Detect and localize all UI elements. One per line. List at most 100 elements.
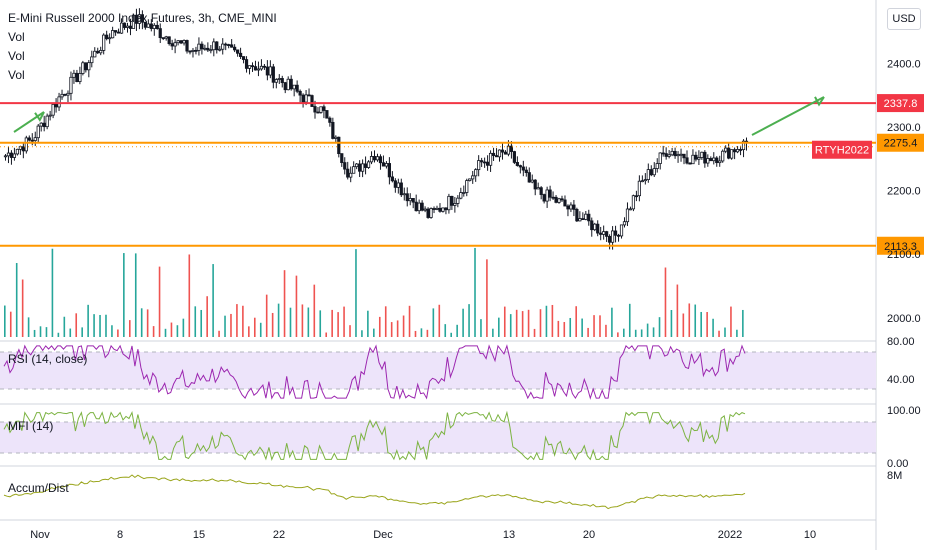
candle-body bbox=[200, 43, 204, 50]
candle-body bbox=[673, 150, 677, 157]
volume-bar bbox=[9, 311, 12, 337]
candle-body bbox=[45, 115, 49, 128]
volume-bar bbox=[682, 313, 685, 337]
volume-bar bbox=[331, 309, 333, 337]
price-tick-label: 2200.0 bbox=[887, 186, 921, 198]
candle-body bbox=[697, 157, 701, 160]
volume-indicator-3[interactable]: Vol bbox=[8, 68, 25, 82]
candle-body bbox=[563, 199, 567, 207]
volume-bar bbox=[676, 284, 679, 337]
volume-bar bbox=[486, 259, 488, 337]
symbol-tag bbox=[812, 140, 872, 159]
volume-bar bbox=[307, 307, 310, 337]
trend-arrow-left[interactable] bbox=[13, 111, 45, 133]
volume-bar bbox=[15, 263, 18, 337]
symbol-title[interactable]: E-Mini Russell 2000 Index Futures, 3h, C… bbox=[8, 11, 277, 25]
volume-indicator-2[interactable]: Vol bbox=[8, 49, 25, 63]
candle-body bbox=[322, 106, 326, 111]
candle-body bbox=[670, 150, 674, 156]
candle-body bbox=[140, 14, 144, 23]
candle-body bbox=[256, 68, 261, 71]
volume-bar bbox=[563, 322, 566, 337]
time-tick-label: Dec bbox=[373, 529, 393, 541]
candle-body bbox=[218, 48, 222, 51]
volume-bar bbox=[259, 322, 262, 337]
level-price-tag bbox=[877, 236, 924, 255]
candle-body bbox=[161, 37, 165, 40]
candle-body bbox=[664, 153, 668, 157]
volume-bar bbox=[164, 328, 167, 337]
candle-body bbox=[313, 106, 317, 113]
volume-bar bbox=[81, 327, 83, 337]
candle-body bbox=[384, 163, 389, 167]
trend-arrow-right[interactable] bbox=[751, 96, 825, 136]
candle-body bbox=[122, 22, 127, 28]
candle-body bbox=[111, 30, 115, 39]
volume-bar bbox=[367, 310, 369, 337]
time-tick-label: 8 bbox=[117, 529, 123, 541]
candle-body bbox=[319, 106, 323, 113]
candle-body bbox=[24, 137, 28, 152]
candle-body bbox=[417, 202, 421, 212]
candle-body bbox=[361, 163, 365, 172]
candle-body bbox=[337, 136, 341, 155]
volume-bar bbox=[623, 328, 625, 337]
volume-bar bbox=[509, 314, 512, 337]
candle-body bbox=[253, 66, 258, 71]
candle-body bbox=[57, 96, 61, 108]
candle-body bbox=[215, 41, 219, 51]
candle-body bbox=[27, 137, 31, 141]
candle-body bbox=[334, 136, 338, 139]
candle-body bbox=[93, 50, 97, 58]
candle-body bbox=[727, 147, 731, 159]
candle-body bbox=[191, 49, 195, 52]
volume-bar bbox=[539, 309, 542, 337]
candle-body bbox=[459, 192, 463, 199]
candle-body bbox=[194, 49, 198, 52]
candle-body bbox=[99, 50, 103, 54]
volume-bar bbox=[140, 308, 143, 337]
volume-bar bbox=[498, 317, 500, 337]
candle-body bbox=[566, 205, 570, 210]
candle-body bbox=[54, 103, 58, 108]
candle-body bbox=[649, 169, 653, 176]
time-tick-label: 2022 bbox=[718, 529, 742, 541]
volume-bar bbox=[218, 330, 220, 337]
candle-body bbox=[78, 73, 82, 83]
accum-dist-pane-label[interactable]: Accum/Dist bbox=[8, 481, 69, 495]
candle-body bbox=[733, 149, 737, 153]
volume-bar bbox=[176, 325, 179, 337]
candle-body bbox=[530, 179, 534, 183]
volume-bar bbox=[432, 308, 435, 337]
volume-indicator-1[interactable]: Vol bbox=[8, 30, 25, 44]
volume-bar bbox=[396, 320, 399, 337]
candle-body bbox=[491, 152, 496, 156]
mfi-pane-label[interactable]: MFI (14) bbox=[8, 419, 54, 433]
candle-body bbox=[179, 40, 183, 44]
candle-body bbox=[539, 187, 543, 195]
candle-body bbox=[613, 230, 618, 236]
mfi-tick-label: 0.00 bbox=[887, 458, 908, 470]
candle-body bbox=[304, 94, 308, 103]
candle-body bbox=[432, 208, 436, 210]
volume-bar bbox=[230, 313, 232, 337]
volume-bar bbox=[128, 320, 131, 337]
volume-bar bbox=[587, 327, 589, 337]
currency-selector[interactable]: USD bbox=[887, 8, 921, 30]
rsi-tick-label: 40.00 bbox=[887, 374, 915, 386]
candle-body bbox=[667, 154, 671, 157]
rsi-pane-label[interactable]: RSI (14, close) bbox=[8, 352, 88, 366]
volume-bar bbox=[373, 328, 375, 337]
candle-body bbox=[21, 146, 25, 152]
volume-bar bbox=[182, 318, 185, 337]
candle-body bbox=[518, 165, 522, 168]
candle-body bbox=[277, 78, 281, 80]
candle-body bbox=[423, 208, 427, 211]
volume-bar bbox=[319, 310, 322, 337]
candle-body bbox=[429, 208, 433, 218]
candle-body bbox=[691, 154, 695, 165]
candle-body bbox=[637, 180, 641, 197]
volume-bar bbox=[194, 306, 197, 337]
candle-body bbox=[631, 195, 636, 210]
